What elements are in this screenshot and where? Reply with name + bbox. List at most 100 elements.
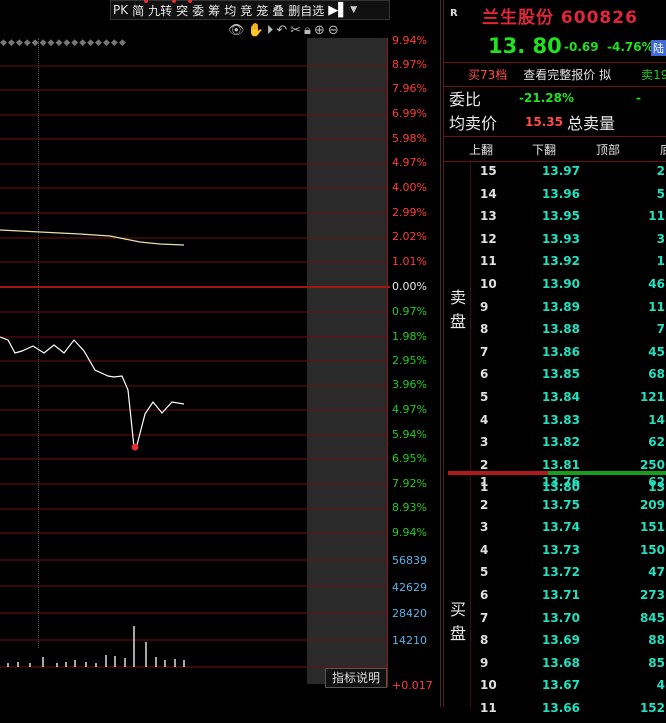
pct-label-up: 4.97%	[392, 156, 427, 169]
buy-order-row[interactable]: 2 13.75 209	[444, 498, 666, 520]
stock-change: -0.69	[564, 40, 599, 54]
sell-order-row[interactable]: 13 13.95 11	[444, 209, 666, 231]
tb-remove-watchlist-button[interactable]: 删自选	[288, 3, 325, 18]
expand-arrow-icon[interactable]: ▶▌	[328, 2, 349, 18]
buy-order-row[interactable]: 1 13.76 62	[444, 475, 666, 497]
pct-label-zero: 0.00%	[392, 280, 427, 293]
pct-label-up: 2.02%	[392, 230, 427, 243]
order-volume: 47	[648, 565, 665, 580]
buy-order-row[interactable]: 8 13.69 88	[444, 633, 666, 655]
bottom-button[interactable]: 底	[660, 141, 666, 158]
buy-order-row[interactable]: 3 13.74 151	[444, 520, 666, 542]
view-full-quote-button[interactable]: 查看完整报价 拟	[513, 66, 617, 83]
buy-order-row[interactable]: 11 13.66 152	[444, 701, 666, 723]
page-down-button[interactable]: 下翻	[532, 143, 557, 157]
top-button[interactable]: 顶部	[596, 143, 621, 157]
order-price: 13.97	[542, 164, 580, 178]
order-level: 15	[480, 164, 497, 178]
play-icon[interactable]: ⏵	[266, 23, 274, 38]
sell-order-row[interactable]: 15 13.97 2	[444, 164, 666, 186]
tab-buy-depth[interactable]: 买73档	[468, 68, 508, 82]
pct-label-down: 3.96%	[392, 378, 427, 391]
order-price: 13.69	[542, 633, 580, 648]
tb-nine-turn-button[interactable]: 九转	[148, 0, 177, 18]
order-volume: 14	[648, 412, 665, 427]
depth-tabs: 买73档 查看完整报价 拟 卖19	[444, 62, 666, 87]
order-level: 6	[480, 588, 489, 602]
sell-order-row[interactable]: 2 13.81 250	[444, 458, 666, 480]
sell-order-row[interactable]: 12 13.93 3	[444, 232, 666, 254]
sell-order-row[interactable]: 8 13.88 7	[444, 322, 666, 344]
order-level: 11	[480, 701, 497, 715]
buy-order-row[interactable]: 9 13.68 85	[444, 656, 666, 678]
order-volume: 11	[648, 209, 665, 224]
chart-toolbar: PK 简 九转 突 委 筹 均 竞 笼 叠 删自选 ▶▌ ▼	[110, 0, 390, 20]
eye-icon[interactable]: 👁	[228, 23, 245, 38]
tb-average-button[interactable]: 均	[224, 3, 237, 18]
tb-pk-button[interactable]: PK	[113, 3, 129, 17]
pct-label-up: 4.00%	[392, 181, 427, 194]
order-price: 13.81	[542, 457, 580, 472]
stock-header: R 兰生股份 600826 13. 80 -0.69 -4.76% 陆	[444, 0, 666, 62]
sell-order-row[interactable]: 14 13.96 5	[444, 187, 666, 209]
tb-cage-button[interactable]: 笼	[256, 3, 269, 18]
intraday-chart[interactable]: PK 简 九转 突 委 筹 均 竞 笼 叠 删自选 ▶▌ ▼ 👁 ✋ ⏵ ↶ ✂…	[0, 0, 433, 707]
mode-label: 拟	[599, 68, 612, 82]
price-chart-svg	[0, 65, 390, 668]
order-level: 11	[480, 254, 497, 269]
lock-icon[interactable]: 🔒︎	[304, 23, 311, 38]
order-ratio-label: 委比	[449, 90, 482, 109]
buy-order-row[interactable]: 5 13.72 47	[444, 565, 666, 587]
tb-breakout-button[interactable]: 突	[176, 0, 193, 18]
undo-icon[interactable]: ↶	[276, 23, 288, 38]
tb-simple-button[interactable]: 简	[132, 0, 149, 18]
hk-connect-badge: 陆	[651, 40, 666, 56]
order-stats: 委比 -21.28% - 均卖价 15.35 总卖量	[444, 86, 666, 136]
order-price: 13.85	[542, 367, 580, 382]
stock-name[interactable]: 兰生股份 600826	[482, 3, 638, 28]
order-level: 6	[480, 367, 489, 382]
indicator-help-button[interactable]: 指标说明	[325, 668, 387, 688]
zoom-in-icon[interactable]: ⊕	[313, 23, 325, 38]
pct-label-up: 2.99%	[392, 206, 427, 219]
sell-order-row[interactable]: 11 13.92 1	[444, 254, 666, 276]
buy-order-row[interactable]: 7 13.70 845	[444, 611, 666, 633]
sell-order-row[interactable]: 4 13.83 14	[444, 413, 666, 435]
pct-label-down: 0.97%	[392, 305, 427, 318]
page-up-button[interactable]: 上翻	[469, 143, 494, 157]
zoom-out-icon[interactable]: ⊖	[327, 23, 339, 38]
order-ratio-tail: -	[635, 91, 641, 105]
tab-sell-depth[interactable]: 卖19	[641, 68, 666, 82]
order-level: 1	[480, 480, 489, 495]
buy-order-row[interactable]: 4 13.73 150	[444, 543, 666, 565]
hand-icon[interactable]: ✋	[247, 23, 264, 38]
sell-order-row[interactable]: 5 13.84 121	[444, 390, 666, 412]
order-volume: 46	[648, 277, 665, 291]
sell-order-row[interactable]: 3 13.82 62	[444, 435, 666, 457]
order-volume: 151	[639, 520, 665, 535]
sell-order-row[interactable]: 7 13.86 45	[444, 345, 666, 367]
order-volume: 3	[656, 231, 665, 246]
tb-auction-button[interactable]: 竞	[240, 3, 253, 18]
low-point-marker	[131, 443, 139, 451]
order-level: 4	[480, 542, 489, 557]
tb-chip-button[interactable]: 筹	[208, 3, 221, 18]
buy-order-row[interactable]: 6 13.71 273	[444, 588, 666, 610]
panel-divider	[440, 0, 441, 707]
order-ratio-value: -21.28%	[519, 91, 574, 105]
order-price: 13.86	[542, 344, 580, 359]
order-volume: 5	[656, 186, 665, 201]
buy-order-row[interactable]: 10 13.67 4	[444, 678, 666, 700]
tb-overlay-button[interactable]: 叠	[272, 3, 285, 18]
scissors-icon[interactable]: ✂	[290, 23, 302, 38]
sell-order-row[interactable]: 1 13.80 13	[444, 480, 666, 502]
order-price: 13.74	[542, 520, 580, 535]
chevron-down-icon[interactable]: ▼	[350, 5, 358, 15]
tb-order-button[interactable]: 委	[192, 3, 205, 18]
order-level: 14	[480, 186, 497, 201]
sell-order-row[interactable]: 9 13.89 11	[444, 300, 666, 322]
sell-order-row[interactable]: 6 13.85 68	[444, 367, 666, 389]
stock-name-text: 兰生股份	[482, 8, 554, 28]
order-price: 13.96	[542, 186, 580, 201]
sell-order-row[interactable]: 10 13.90 46	[444, 277, 666, 299]
